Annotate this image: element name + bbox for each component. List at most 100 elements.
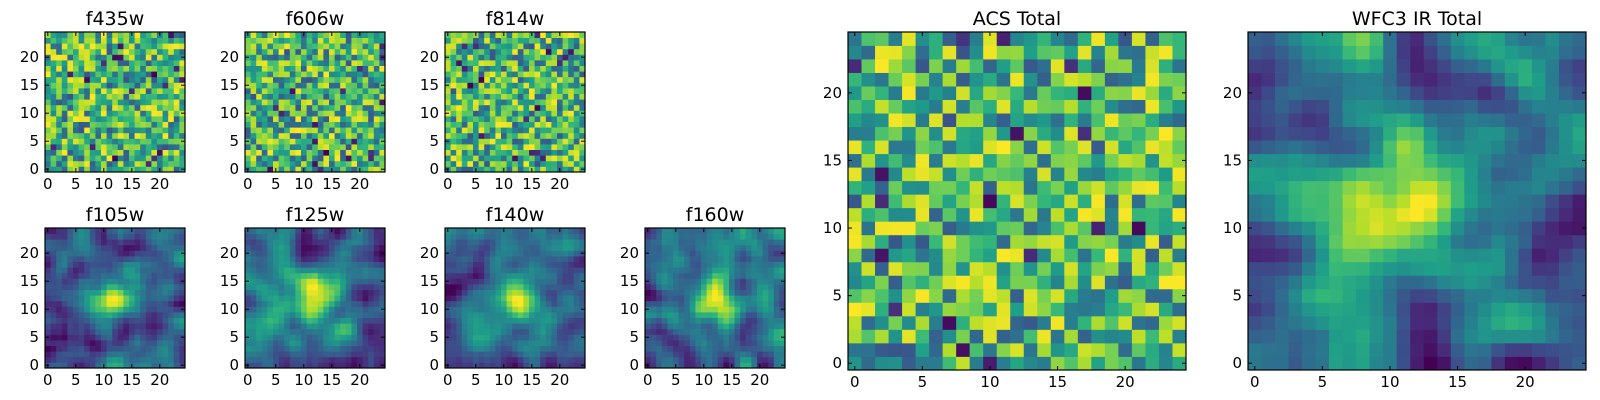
heatmap-cell (757, 340, 763, 346)
heatmap-cell (67, 233, 74, 240)
heatmap-cell (261, 149, 268, 156)
heatmap-cell (368, 160, 375, 167)
heatmap-cell (245, 300, 251, 307)
heatmap-cell (557, 256, 563, 262)
y-tick-label: 0 (29, 356, 39, 374)
heatmap-cell (506, 284, 513, 290)
heatmap-cell (573, 267, 580, 274)
heatmap-cell (445, 37, 451, 44)
heatmap-cell (145, 104, 152, 111)
heatmap-cell (168, 54, 175, 61)
heatmap-cell (45, 295, 51, 302)
heatmap-cell (106, 88, 113, 94)
heatmap-cell (145, 93, 152, 100)
heatmap-cell (261, 323, 268, 330)
heatmap-cell (568, 233, 575, 240)
heatmap-cell (245, 340, 251, 346)
heatmap-cell (173, 88, 180, 94)
heatmap-cell (915, 234, 930, 249)
heatmap-cell (717, 284, 724, 290)
heatmap-cell (112, 65, 119, 72)
heatmap-cell (461, 121, 468, 128)
heatmap-cell (506, 334, 513, 341)
heatmap-cell (540, 356, 547, 363)
heatmap-cell (250, 228, 257, 234)
heatmap-cell (278, 328, 285, 335)
heatmap-cell (467, 127, 474, 134)
heatmap-cell (689, 233, 696, 240)
heatmap-cell (162, 261, 169, 268)
heatmap-cell (478, 48, 485, 55)
heatmap-cell (89, 272, 96, 279)
heatmap-cell (334, 32, 341, 38)
heatmap-cell (512, 127, 519, 134)
heatmap-cell (745, 300, 752, 307)
heatmap-cell (250, 116, 257, 122)
heatmap-cell (495, 121, 502, 128)
heatmap-cell (278, 144, 285, 150)
heatmap-cell (61, 228, 68, 234)
heatmap-cell (729, 328, 735, 335)
heatmap-cell (545, 155, 552, 162)
heatmap-cell (256, 127, 263, 134)
heatmap-cell (284, 356, 291, 363)
heatmap-cell (117, 244, 124, 251)
heatmap-cell (489, 149, 496, 156)
heatmap-cell (312, 93, 319, 100)
heatmap-cell (261, 250, 268, 257)
heatmap-cell (695, 289, 702, 296)
heatmap-cell (484, 54, 491, 61)
heatmap-cell (340, 312, 347, 318)
heatmap-cell (89, 284, 96, 290)
heatmap-cell (323, 71, 330, 78)
heatmap-cell (301, 88, 307, 94)
heatmap-cell (551, 71, 558, 78)
heatmap-cell (701, 340, 707, 346)
heatmap-cell (157, 116, 163, 122)
heatmap-cell (67, 155, 74, 162)
heatmap-cell (117, 149, 124, 156)
heatmap-cell (123, 289, 130, 296)
heatmap-cell (151, 54, 158, 61)
heatmap-cell (256, 228, 263, 234)
heatmap-cell (661, 228, 668, 234)
heatmap-cell (73, 340, 79, 346)
heatmap-cell (540, 71, 547, 78)
heatmap-cell (250, 261, 257, 268)
heatmap-cell (50, 32, 57, 38)
heatmap-cell (1158, 356, 1173, 371)
y-tick-label: 10 (420, 300, 439, 318)
heatmap-cell (501, 121, 507, 128)
heatmap-cell (140, 284, 147, 290)
heatmap-cell (106, 71, 113, 78)
heatmap-cell (362, 121, 369, 128)
heatmap-cell (875, 302, 889, 317)
heatmap-cell (151, 345, 158, 352)
heatmap-cell (317, 160, 324, 167)
heatmap-cell (450, 256, 457, 262)
heatmap-cell (562, 328, 569, 335)
heatmap-cell (757, 239, 763, 246)
heatmap-cell (78, 155, 85, 162)
heatmap-cell (529, 155, 535, 162)
heatmap-cell (706, 306, 713, 313)
heatmap-cell (512, 356, 519, 363)
heatmap-cell (568, 250, 575, 257)
heatmap-cell (888, 194, 903, 209)
heatmap-cell (478, 256, 485, 262)
heatmap-cell (151, 88, 158, 94)
heatmap-cell (489, 306, 496, 313)
heatmap-cell (551, 48, 558, 55)
heatmap-cell (345, 306, 352, 313)
heatmap-cell (484, 138, 491, 145)
heatmap-cell (540, 340, 547, 346)
heatmap-cell (157, 43, 163, 50)
heatmap-cell (245, 256, 251, 262)
heatmap-cell (362, 132, 369, 139)
heatmap-cell (484, 261, 491, 268)
heatmap-cell (351, 244, 358, 251)
heatmap-cell (757, 267, 763, 274)
heatmap-cell (762, 340, 769, 346)
heatmap-cell (84, 284, 91, 290)
heatmap-cell (568, 284, 575, 290)
